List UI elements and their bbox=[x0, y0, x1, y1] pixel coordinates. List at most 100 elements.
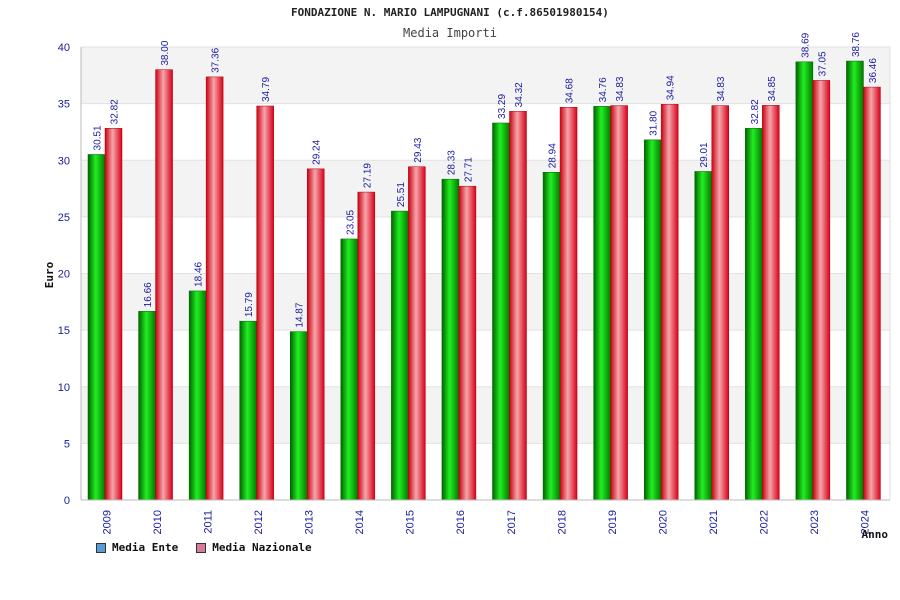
y-tick-label: 30 bbox=[58, 155, 70, 167]
legend-item-media-nazionale: Media Nazionale bbox=[196, 541, 312, 554]
y-tick-label: 5 bbox=[64, 438, 70, 450]
data-label: 18.46 bbox=[194, 261, 205, 286]
x-tick-label: 2015 bbox=[405, 510, 417, 534]
bar-media-nazionale-2013 bbox=[307, 168, 325, 501]
bar-media-nazionale-2022 bbox=[762, 105, 780, 501]
x-tick-label: 2021 bbox=[708, 510, 720, 534]
bar-media-ente-2012 bbox=[239, 320, 257, 501]
data-label: 29.24 bbox=[312, 139, 323, 164]
x-tick-label: 2011 bbox=[202, 510, 214, 534]
data-label: 34.83 bbox=[716, 76, 727, 101]
legend: Media Ente Media Nazionale bbox=[96, 541, 312, 554]
data-label: 15.79 bbox=[244, 292, 255, 317]
y-tick-label: 20 bbox=[58, 269, 70, 281]
data-label: 29.01 bbox=[699, 142, 710, 167]
data-label: 14.87 bbox=[295, 302, 306, 327]
data-label: 29.43 bbox=[413, 137, 424, 162]
data-label: 37.36 bbox=[211, 47, 222, 72]
data-label: 36.46 bbox=[868, 58, 879, 83]
data-label: 16.66 bbox=[143, 282, 154, 307]
data-label: 34.94 bbox=[666, 75, 677, 100]
bar-media-nazionale-2014 bbox=[357, 191, 376, 501]
legend-label-media-nazionale: Media Nazionale bbox=[212, 541, 312, 554]
x-axis-title: Anno bbox=[862, 528, 889, 541]
data-label: 31.80 bbox=[649, 110, 660, 135]
data-label: 23.05 bbox=[345, 209, 356, 234]
bar-media-nazionale-2024 bbox=[863, 86, 881, 501]
bar-media-nazionale-2012 bbox=[256, 105, 274, 501]
bar-media-nazionale-2021 bbox=[711, 105, 729, 501]
data-label: 34.68 bbox=[565, 78, 576, 103]
data-label: 37.05 bbox=[817, 51, 828, 76]
bar-media-ente-2009 bbox=[87, 154, 106, 501]
data-label: 25.51 bbox=[396, 182, 407, 207]
legend-item-media-ente: Media Ente bbox=[96, 541, 178, 554]
y-axis-title: Euro bbox=[43, 261, 56, 288]
y-tick-label: 10 bbox=[58, 382, 70, 394]
y-tick-label: 35 bbox=[58, 99, 70, 111]
bar-media-ente-2024 bbox=[846, 60, 864, 501]
bar-media-nazionale-2011 bbox=[205, 76, 224, 501]
x-tick-label: 2009 bbox=[101, 510, 113, 534]
y-tick-label: 0 bbox=[64, 495, 70, 507]
x-tick-label: 2013 bbox=[304, 510, 316, 534]
bar-media-nazionale-2009 bbox=[104, 128, 123, 501]
data-label: 32.82 bbox=[750, 99, 761, 124]
data-label: 32.82 bbox=[110, 99, 121, 124]
data-label: 28.94 bbox=[548, 143, 559, 168]
data-label: 38.76 bbox=[851, 32, 862, 57]
y-tick-label: 15 bbox=[58, 325, 70, 337]
bar-media-ente-2015 bbox=[391, 210, 409, 501]
data-label: 27.19 bbox=[362, 163, 373, 188]
data-label: 34.79 bbox=[261, 77, 272, 102]
data-label: 34.76 bbox=[598, 77, 609, 102]
bar-media-ente-2018 bbox=[542, 172, 561, 501]
x-tick-label: 2019 bbox=[607, 510, 619, 534]
legend-swatch-media-nazionale bbox=[196, 542, 207, 553]
data-label: 28.33 bbox=[446, 150, 457, 175]
data-label: 38.00 bbox=[160, 40, 171, 65]
bar-media-nazionale-2023 bbox=[812, 80, 831, 501]
bar-media-ente-2021 bbox=[694, 171, 712, 501]
y-tick-label: 25 bbox=[58, 212, 70, 224]
bar-media-ente-2019 bbox=[593, 106, 611, 501]
data-label: 34.32 bbox=[514, 82, 525, 107]
x-tick-label: 2020 bbox=[657, 510, 669, 534]
legend-label-media-ente: Media Ente bbox=[112, 541, 179, 554]
bar-media-nazionale-2016 bbox=[458, 185, 477, 501]
x-tick-label: 2014 bbox=[354, 510, 366, 534]
legend-swatch-media-ente bbox=[96, 542, 106, 553]
bar-media-ente-2013 bbox=[290, 331, 308, 501]
bar-media-ente-2010 bbox=[138, 311, 156, 501]
data-label: 27.71 bbox=[463, 157, 474, 182]
data-label: 30.51 bbox=[93, 125, 104, 150]
bar-media-ente-2016 bbox=[441, 178, 460, 501]
x-tick-label: 2023 bbox=[809, 510, 821, 534]
bar-media-nazionale-2018 bbox=[559, 106, 578, 501]
x-tick-label: 2016 bbox=[455, 510, 467, 534]
chart-title: FONDAZIONE N. MARIO LAMPUGNANI (c.f.8650… bbox=[291, 6, 609, 19]
bar-media-ente-2022 bbox=[745, 128, 763, 501]
bar-media-ente-2020 bbox=[643, 139, 662, 501]
bar-media-ente-2011 bbox=[188, 290, 207, 501]
chart-subtitle: Media Importi bbox=[403, 26, 497, 40]
bar-media-ente-2017 bbox=[492, 122, 510, 501]
bar-media-ente-2023 bbox=[795, 61, 814, 501]
bar-media-nazionale-2019 bbox=[610, 105, 628, 501]
data-label: 33.29 bbox=[497, 94, 508, 119]
data-label: 38.69 bbox=[800, 32, 811, 57]
data-label: 34.85 bbox=[767, 76, 778, 101]
bar-media-nazionale-2017 bbox=[509, 111, 527, 501]
bar-media-nazionale-2020 bbox=[660, 104, 679, 501]
x-tick-label: 2012 bbox=[253, 510, 265, 534]
bar-media-nazionale-2015 bbox=[408, 166, 426, 501]
x-tick-label: 2018 bbox=[556, 510, 568, 534]
x-tick-label: 2010 bbox=[152, 510, 164, 534]
x-tick-label: 2022 bbox=[759, 510, 771, 534]
x-tick-label: 2024 bbox=[860, 510, 872, 534]
x-tick-label: 2017 bbox=[506, 510, 518, 534]
bar-media-nazionale-2010 bbox=[155, 69, 173, 501]
y-tick-label: 40 bbox=[58, 42, 70, 54]
bar-media-ente-2014 bbox=[340, 238, 359, 501]
